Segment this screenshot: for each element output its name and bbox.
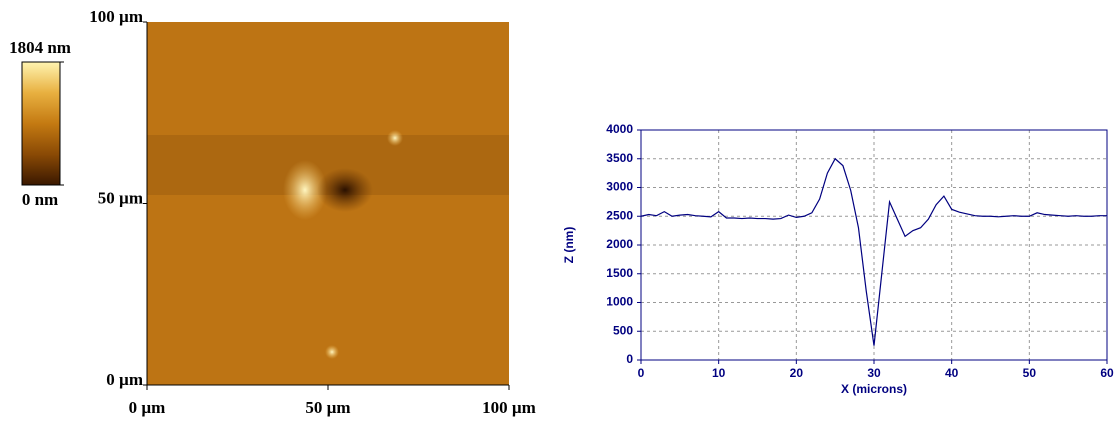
x-tick-label: 0 µm <box>129 398 166 417</box>
y-tick-label: 2500 <box>606 208 633 222</box>
x-tick-label: 0 <box>638 366 645 380</box>
afm-image <box>147 22 509 385</box>
y-tick-label: 0 µm <box>106 370 143 389</box>
x-tick-label: 50 <box>1023 366 1037 380</box>
y-tick-label: 4000 <box>606 122 633 136</box>
y-tick-label: 500 <box>613 323 633 337</box>
x-axis-label: X (microns) <box>841 382 907 396</box>
afm-panel: 0 µm 50 µm 100 µm 0 µm 50 µm 100 µm 0 nm 1804 n… <box>9 7 536 417</box>
y-tick-label: 1000 <box>606 295 633 309</box>
y-tick-label: 3000 <box>606 180 633 194</box>
y-tick-label: 2000 <box>606 237 633 251</box>
plot-frame <box>640 129 1108 361</box>
x-tick-label: 10 <box>712 366 726 380</box>
x-tick-label: 100 µm <box>482 398 536 417</box>
y-tick-label: 0 <box>626 352 633 366</box>
y-tick-label: 100 µm <box>89 7 143 26</box>
line-panel: 0 500 1000 1500 2000 2500 3000 3500 4000 0 10 20 30 4… <box>562 122 1114 396</box>
x-tick-label: 40 <box>945 366 959 380</box>
x-tick-label: 50 µm <box>305 398 350 417</box>
y-tick-label: 3500 <box>606 151 633 165</box>
y-tick-label: 1500 <box>606 266 633 280</box>
data-line <box>640 157 1107 346</box>
colorbar <box>21 61 61 186</box>
x-tick-label: 60 <box>1100 366 1114 380</box>
y-tick-label: 50 µm <box>98 188 143 207</box>
colorbar-tick-label: 1804 nm <box>9 38 71 57</box>
x-tick-label: 30 <box>867 366 881 380</box>
x-tick-label: 20 <box>790 366 804 380</box>
colorbar-tick-label: 0 nm <box>22 190 58 209</box>
y-axis-label: Z (nm) <box>562 227 576 264</box>
